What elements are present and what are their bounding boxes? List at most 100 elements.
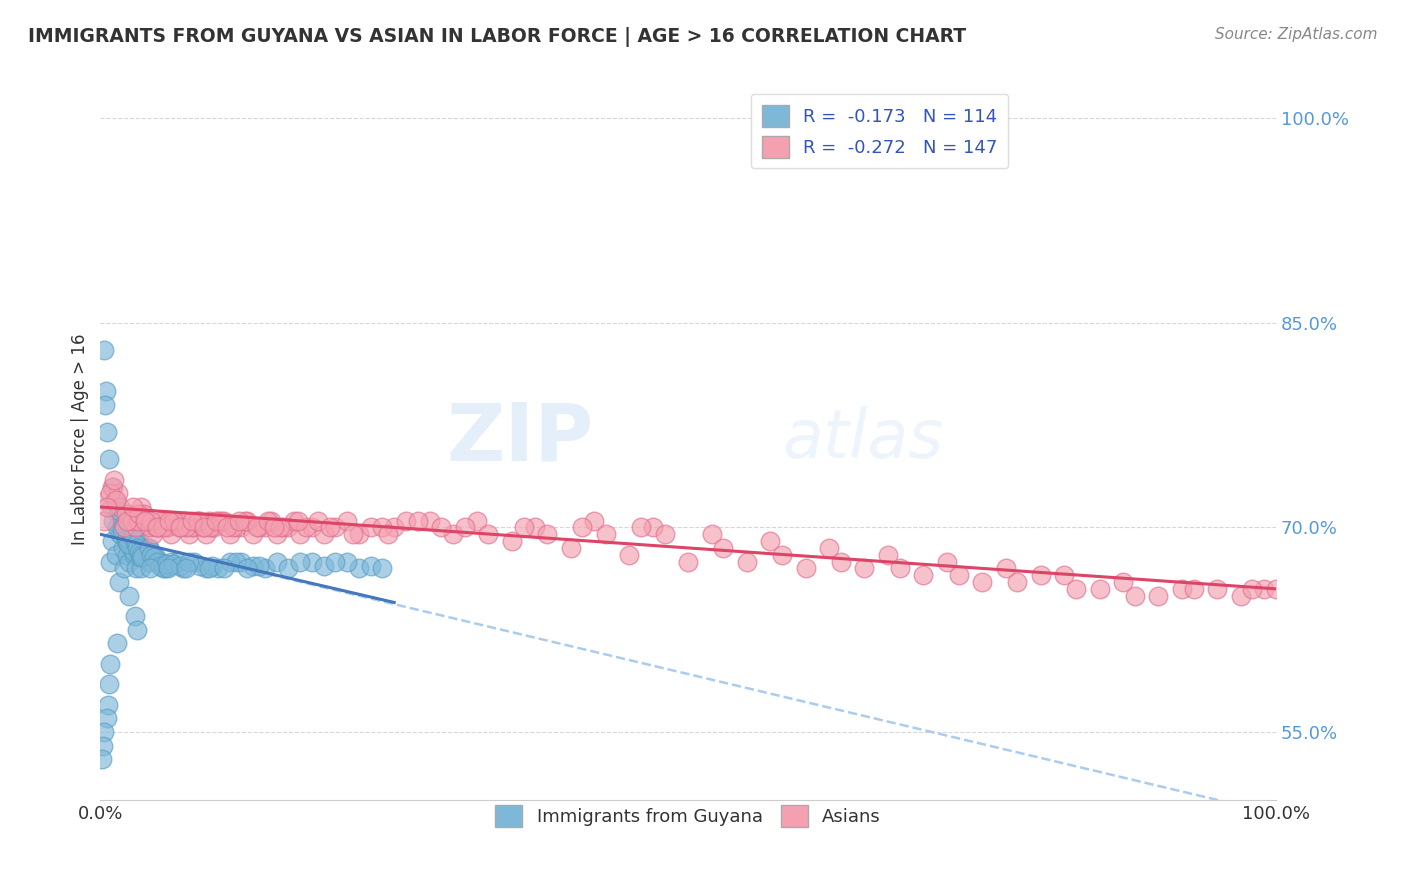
Point (418, 514, 440, 528)
Point (181, 514, 204, 528)
Point (142, 548, 165, 562)
Point (395, 514, 418, 528)
Point (121, 532, 143, 546)
Point (128, 507, 150, 521)
Point (97, 452, 120, 467)
Point (117, 514, 139, 528)
Point (167, 520, 190, 534)
Point (1029, 568, 1052, 582)
Point (183, 520, 205, 534)
Point (1088, 582, 1111, 596)
Point (1053, 568, 1076, 582)
Point (1241, 582, 1264, 596)
Point (195, 527, 218, 541)
Point (301, 555, 323, 569)
Point (970, 574, 993, 589)
Point (156, 561, 179, 575)
Point (96, 493, 118, 508)
Point (166, 555, 188, 569)
Point (103, 473, 125, 487)
Point (105, 520, 128, 534)
Point (307, 514, 329, 528)
Point (198, 561, 221, 575)
Point (152, 561, 174, 575)
Point (120, 537, 142, 551)
Point (131, 545, 153, 559)
Point (242, 527, 264, 541)
Point (94, 398, 117, 412)
Point (247, 558, 270, 573)
Point (162, 514, 184, 528)
Point (177, 555, 200, 569)
Point (145, 550, 167, 565)
Point (127, 514, 149, 528)
Point (700, 527, 723, 541)
Point (269, 520, 291, 534)
Point (111, 523, 134, 537)
Point (150, 514, 173, 528)
Point (160, 555, 183, 569)
Point (174, 520, 197, 534)
Point (93, 514, 115, 528)
Point (122, 545, 145, 559)
Point (212, 561, 235, 575)
Point (619, 548, 641, 562)
Point (512, 520, 534, 534)
Point (290, 555, 312, 569)
Point (101, 514, 124, 528)
Point (128, 527, 150, 541)
Point (97, 698, 120, 712)
Point (108, 574, 131, 589)
Point (98, 677, 121, 691)
Point (91, 752, 114, 766)
Point (115, 534, 138, 549)
Point (127, 541, 149, 555)
Point (155, 558, 177, 572)
Point (759, 534, 782, 549)
Point (1147, 589, 1170, 603)
Point (148, 520, 170, 534)
Point (142, 527, 165, 541)
Point (134, 541, 156, 555)
Point (371, 561, 394, 575)
Point (127, 623, 149, 637)
Point (166, 514, 188, 528)
Point (125, 537, 148, 551)
Point (818, 541, 841, 555)
Point (830, 555, 852, 569)
Point (132, 548, 155, 562)
Point (225, 555, 247, 569)
Point (153, 561, 176, 575)
Point (141, 548, 163, 562)
Point (201, 520, 224, 534)
Point (347, 561, 370, 575)
Point (347, 527, 370, 541)
Point (188, 558, 211, 573)
Point (1182, 582, 1205, 596)
Point (218, 555, 240, 569)
Point (713, 541, 735, 555)
Point (207, 514, 229, 528)
Point (174, 561, 197, 575)
Point (146, 555, 169, 569)
Point (186, 514, 208, 528)
Point (770, 548, 793, 562)
Point (121, 520, 143, 534)
Point (430, 520, 453, 534)
Point (139, 514, 162, 528)
Point (342, 527, 364, 541)
Point (96, 500, 118, 514)
Point (131, 561, 153, 575)
Point (204, 514, 226, 528)
Point (1171, 582, 1194, 596)
Point (136, 541, 159, 555)
Point (107, 486, 129, 500)
Point (536, 527, 558, 541)
Point (115, 532, 138, 546)
Point (325, 555, 347, 569)
Point (110, 527, 132, 541)
Text: Source: ZipAtlas.com: Source: ZipAtlas.com (1215, 27, 1378, 42)
Point (1123, 589, 1146, 603)
Point (266, 555, 288, 569)
Legend: Immigrants from Guyana, Asians: Immigrants from Guyana, Asians (488, 798, 889, 835)
